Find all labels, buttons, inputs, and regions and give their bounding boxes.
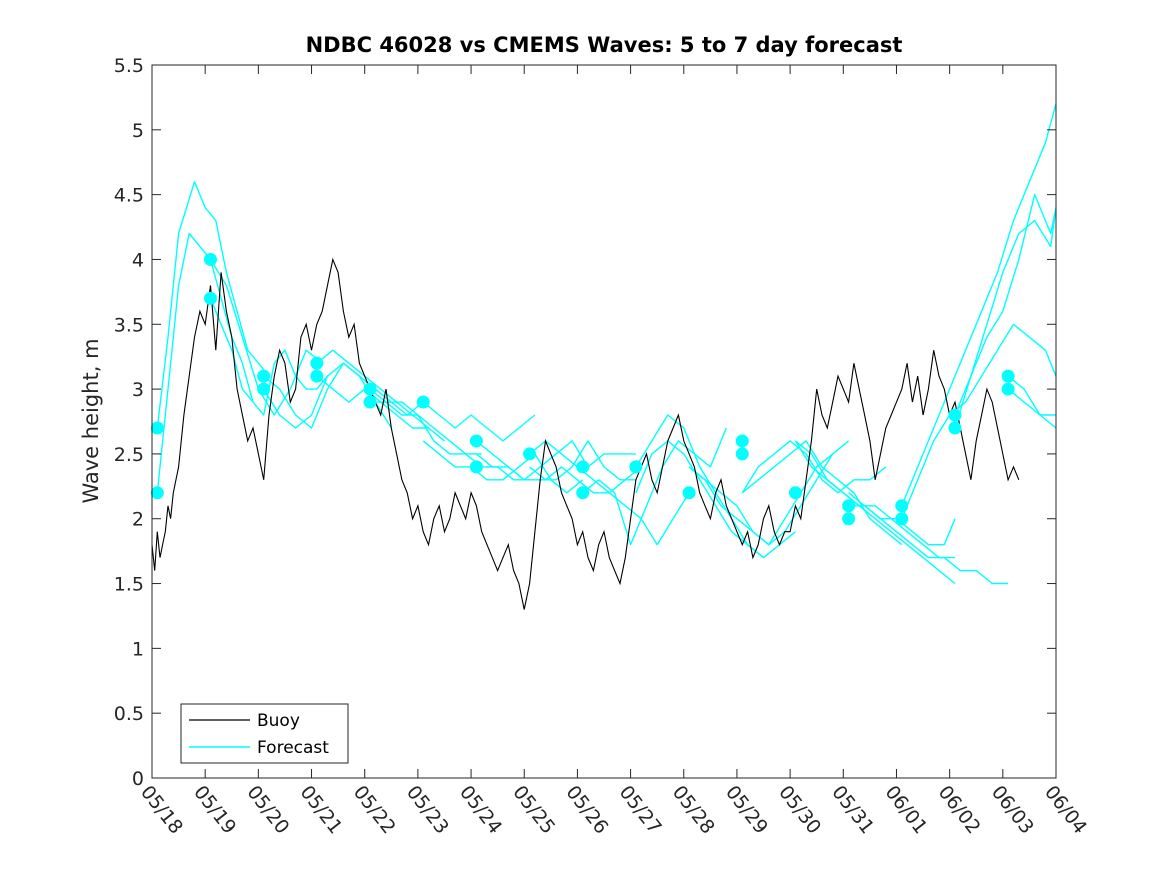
forecast-marker [895,499,909,513]
y-tick-label: 0.5 [114,703,144,725]
forecast-line [741,440,887,494]
y-tick-label: 4.5 [114,185,144,207]
legend-label-forecast: Forecast [257,738,329,758]
y-tick-label: 2.5 [114,444,144,466]
legend: Buoy Forecast [180,703,349,764]
forecast-line [475,440,636,481]
y-tick-label: 0 [132,768,144,790]
forecast-marker [895,512,909,526]
forecast-line [954,207,1057,429]
forecast-marker [203,291,217,305]
forecast-line [901,323,1057,519]
y-tick-label: 3 [132,379,144,401]
y-tick-label: 1 [132,638,144,660]
forecast-line [848,505,956,546]
legend-label-buoy: Buoy [257,711,300,731]
forecast-marker [682,486,696,500]
y-tick-label: 3.5 [114,314,144,336]
forecast-line [475,440,636,481]
y-axis-ticks: 0 0.5 1 1.5 2 2.5 3 3.5 4 4.5 5 5.5 [114,55,1056,790]
y-tick-label: 5.5 [114,55,144,77]
forecast-line [901,103,1057,507]
forecast-marker [735,447,749,461]
forecast-line [1007,375,1057,429]
forecast-line [369,388,530,481]
forecast-marker [416,395,430,409]
series-layer [151,103,1057,610]
marker-layer [150,252,1015,526]
forecast-marker [576,460,590,474]
forecast-line [422,401,536,442]
forecast-line [688,453,834,546]
chart-title: NDBC 46028 vs CMEMS Waves: 5 to 7 day fo… [306,33,903,57]
forecast-marker [842,512,856,526]
forecast-marker [1001,369,1015,383]
forecast-marker [948,421,962,435]
forecast-marker [469,434,483,448]
y-tick-label: 5 [132,120,144,142]
legend-box [180,703,349,764]
forecast-marker [150,486,164,500]
y-tick-label: 2 [132,509,144,531]
y-axis-label: Wave height, m [79,338,103,503]
forecast-marker [257,369,271,383]
forecast-marker [363,382,377,396]
forecast-marker [310,369,324,383]
forecast-marker [576,486,590,500]
forecast-marker [1001,382,1015,396]
forecast-marker [257,382,271,396]
forecast-marker [948,408,962,422]
forecast-line [635,440,764,559]
forecast-marker [150,421,164,435]
forecast-line [156,180,270,429]
forecast-marker [629,460,643,474]
forecast-line [794,440,955,559]
forecast-marker [203,252,217,266]
forecast-line [370,401,482,455]
forecast-marker [310,356,324,370]
forecast-line [156,232,254,493]
buoy-line [151,257,1020,610]
forecast-line [741,440,903,546]
forecast-line [1007,388,1056,416]
forecast-line [422,440,584,494]
y-tick-label: 4 [132,249,144,271]
forecast-marker [363,395,377,409]
forecast-line [209,259,323,416]
forecast-marker [842,499,856,513]
forecast-marker [735,434,749,448]
forecast-marker [523,447,537,461]
forecast-line [794,440,956,585]
forecast-marker [788,486,802,500]
forecast-line [529,440,642,494]
axes-box [151,64,1057,779]
y-tick-label: 1.5 [114,574,144,596]
forecast-marker [469,460,483,474]
